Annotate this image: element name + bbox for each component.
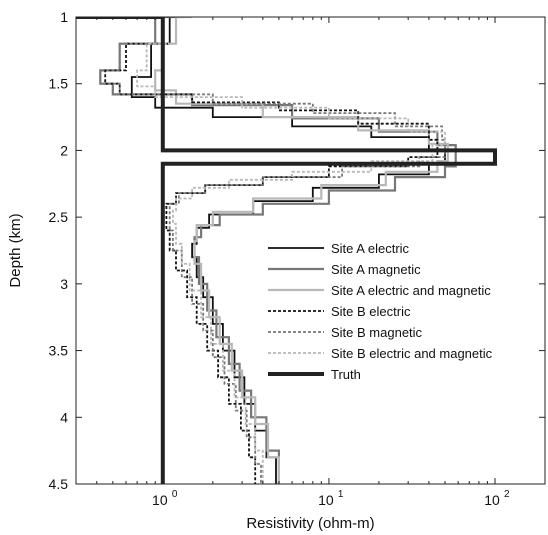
x-tick-exponent: 0 <box>172 489 178 500</box>
x-tick-exponent: 2 <box>504 489 510 500</box>
y-tick-label: 2.5 <box>49 209 69 225</box>
y-tick-label: 3.5 <box>49 343 69 359</box>
x-tick-label: 10 <box>318 492 334 508</box>
y-tick-label: 3 <box>60 276 68 292</box>
series-line-5 <box>99 42 446 484</box>
series-line-2 <box>99 17 457 484</box>
series-line-7 <box>76 17 497 484</box>
legend: Site A electric Site A magnetic Site A ele… <box>268 241 493 382</box>
y-tick-label: 2 <box>60 142 68 158</box>
series-line-6 <box>136 42 446 484</box>
x-tick-label: 10 <box>152 492 168 508</box>
legend-label-7: Truth <box>331 367 361 382</box>
legend-label-4: Site B electric <box>331 304 411 319</box>
plot-area <box>76 17 497 484</box>
x-tick-label: 10 <box>484 492 500 508</box>
y-tick-label: 1.5 <box>49 76 69 92</box>
x-axis-label: Resistivity (ohm-m) <box>246 515 374 532</box>
x-tick-exponent: 1 <box>338 489 344 500</box>
y-axis-label: Depth (km) <box>7 213 24 287</box>
legend-label-5: Site B magnetic <box>331 325 423 340</box>
legend-label-2: Site A magnetic <box>331 262 421 277</box>
legend-label-6: Site B electric and magnetic <box>331 346 493 361</box>
legend-label-1: Site A electric <box>331 241 410 256</box>
axes-frame <box>75 16 546 485</box>
y-tick-label: 1 <box>60 9 68 25</box>
axis-ticks: 1 1.5 2 2.5 3 3.5 4 4.5 10 0 10 1 10 2 <box>49 9 545 508</box>
y-tick-label: 4.5 <box>49 476 69 492</box>
legend-label-3: Site A electric and magnetic <box>331 283 491 298</box>
y-tick-label: 4 <box>60 409 68 425</box>
